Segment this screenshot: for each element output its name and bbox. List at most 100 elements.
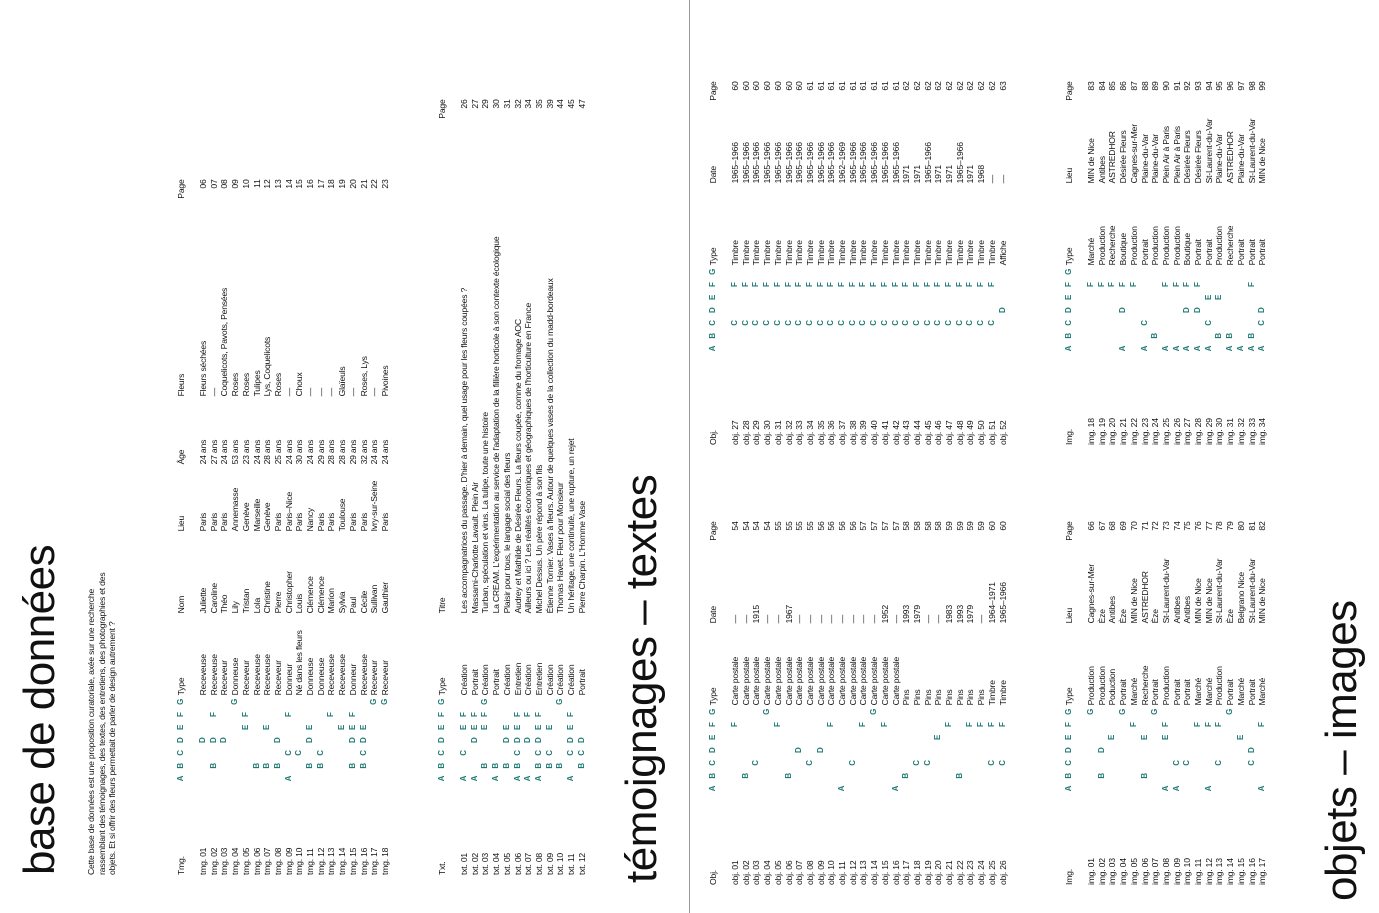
category-mark [987, 769, 998, 782]
table-cell: tmg. 05 [240, 847, 251, 875]
table-cell: Paris–Nice [283, 491, 294, 532]
table-cell: Portrait [1246, 239, 1257, 266]
category-mark: C [858, 320, 868, 326]
category-mark [837, 304, 848, 317]
category-mark [1097, 757, 1108, 770]
category-mark: D [1193, 307, 1203, 313]
category-mark [326, 734, 337, 747]
table-cell: 1965–1966 [730, 142, 740, 184]
table-cell: 57 [869, 521, 880, 531]
table-cell: Lily [230, 601, 241, 614]
category-mark: E [337, 724, 347, 730]
category-mark: F [326, 712, 336, 717]
table-cell: Paris [315, 512, 326, 532]
table-cell: Juliette [198, 587, 208, 614]
table-cell: Plaine-du-Var [1214, 134, 1225, 184]
category-mark [209, 721, 220, 734]
category-mark [816, 782, 827, 795]
category-mark: G [379, 698, 389, 705]
category-mark [1225, 731, 1236, 744]
category-mark [741, 329, 752, 342]
category-mark [262, 772, 273, 785]
category-mark [837, 731, 848, 744]
table-cell: img. 34 [1257, 418, 1268, 445]
category-mark: F [347, 712, 357, 717]
category-mark [470, 759, 481, 772]
table-cell: Portrait [1118, 679, 1129, 706]
table-cell: Donneur [347, 663, 358, 696]
category-mark [1236, 744, 1247, 757]
column-header: Titre [437, 597, 447, 614]
page-title: base de données [15, 544, 64, 875]
category-mark [1161, 329, 1172, 342]
category-mark: C [294, 750, 304, 756]
category-mark: C [1182, 760, 1192, 766]
table-cell: 23 ans [240, 439, 251, 465]
category-mark [1247, 705, 1258, 718]
column-header: G [437, 698, 446, 705]
category-mark [1107, 291, 1118, 304]
table-cell: 71 [1139, 521, 1150, 531]
category-mark: D [1246, 747, 1256, 753]
category-mark [923, 304, 934, 317]
category-mark: C [922, 320, 932, 326]
table-cell: 60 [783, 81, 794, 91]
category-mark [326, 772, 337, 785]
table-cell: 62 [954, 81, 965, 91]
category-mark [976, 744, 987, 757]
category-mark [1140, 757, 1151, 770]
category-mark [751, 769, 762, 782]
table-row: tmg. 07 B E Receveuse Christine Genève 28 ans L… [262, 179, 273, 875]
table-cell: 25 ans [272, 439, 283, 465]
category-mark [1107, 705, 1118, 718]
table-row: tmg. 13 F Receveuse Marion Paris 28 ans —18 [326, 179, 337, 875]
category-mark [337, 734, 348, 747]
table-cell: Production [1096, 666, 1107, 706]
category-mark [826, 757, 837, 770]
category-mark [491, 721, 502, 734]
category-mark [955, 718, 966, 731]
category-mark [901, 342, 912, 355]
category-mark [566, 695, 577, 708]
section-title-temoignages-textes: témoignages – textes [617, 474, 666, 883]
table-cell: img. 03 [1107, 858, 1118, 885]
table-row: img. 26 A F Production Plein Air à Paris 91 [1172, 81, 1183, 445]
table-cell: 62 [922, 81, 933, 91]
category-mark [1097, 291, 1108, 304]
category-mark: F [1096, 282, 1106, 287]
category-mark [987, 265, 998, 278]
category-mark [1172, 705, 1183, 718]
category-mark: A [1235, 345, 1245, 352]
category-mark [1097, 705, 1108, 718]
category-mark [198, 708, 209, 721]
table-cell: img. 13 [1214, 858, 1225, 885]
table-cell: Roses [230, 373, 241, 397]
table-row: img. 31 A B Recherche ASTREDHOR 96 [1225, 81, 1236, 445]
category-mark [1236, 705, 1247, 718]
category-mark [359, 708, 370, 721]
category-mark: F [976, 282, 986, 287]
table-cell: Paris [326, 512, 337, 532]
table-row: img. 15 E Marché Belgrano Nice 80 [1236, 521, 1247, 885]
table-cell: 1965–1966 [922, 142, 933, 184]
table-cell: 56 [826, 521, 837, 531]
category-mark [816, 304, 827, 317]
category-mark [230, 721, 241, 734]
category-mark [369, 772, 380, 785]
category-mark: F [869, 282, 879, 287]
category-mark: B [1225, 333, 1235, 339]
table-cell: Michel Dessus. Un père répond à son fils [533, 464, 544, 614]
category-mark [741, 291, 752, 304]
column-header: B [1064, 333, 1073, 339]
table-cell: 17 [315, 179, 326, 189]
table-row: obj. 33 C F Timbre 1965–1966 60 [794, 81, 805, 445]
table-cell: img. 29 [1203, 418, 1214, 445]
category-mark [955, 329, 966, 342]
table-cell: obj. 23 [965, 860, 976, 885]
table-row: obj. 11 A Carte postale —56 [837, 521, 848, 885]
category-mark [198, 772, 209, 785]
category-mark [730, 782, 741, 795]
category-mark [848, 782, 859, 795]
category-mark [555, 734, 566, 747]
category-mark [805, 782, 816, 795]
